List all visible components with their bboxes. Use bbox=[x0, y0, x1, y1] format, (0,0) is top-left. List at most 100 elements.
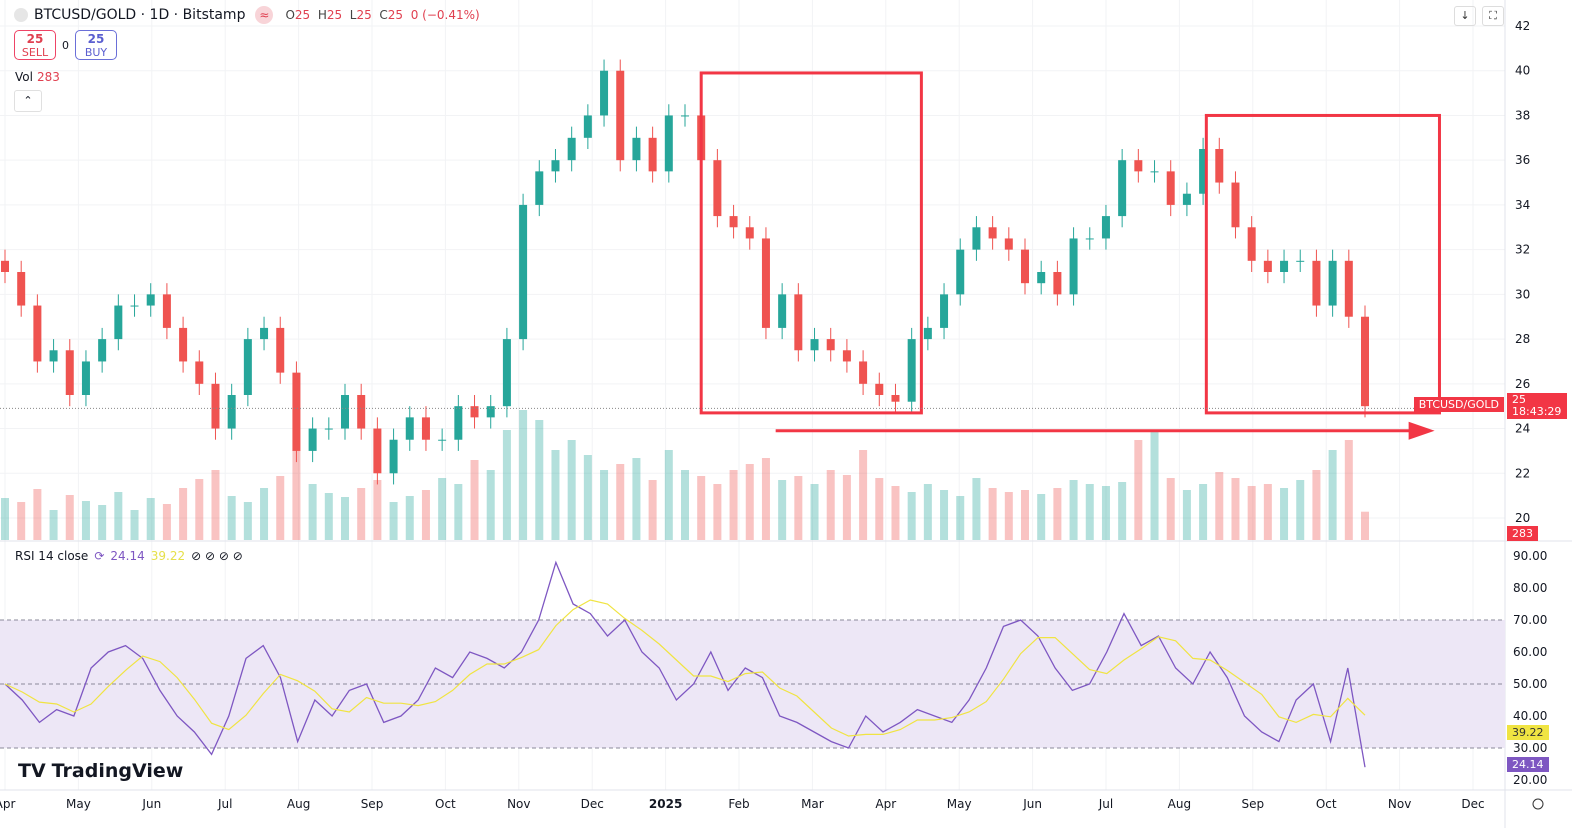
candle bbox=[1215, 149, 1224, 183]
candle bbox=[891, 395, 900, 402]
change-value: 0 (−0.41%) bbox=[410, 8, 480, 22]
candle bbox=[1118, 160, 1127, 217]
rsi-axis-label: 30.00 bbox=[1513, 741, 1547, 755]
maximize-icon[interactable]: ⛶ bbox=[1482, 6, 1504, 26]
candle bbox=[1, 260, 9, 272]
time-axis-label: Sep bbox=[1241, 797, 1264, 811]
volume-bar bbox=[260, 488, 269, 540]
volume-bar bbox=[940, 490, 949, 540]
volume-bar bbox=[341, 497, 349, 540]
last-price-tag: 25 18:43:29 bbox=[1507, 393, 1567, 419]
volume-bar bbox=[179, 488, 188, 540]
candle bbox=[1361, 316, 1369, 407]
time-axis-label: Mar bbox=[801, 797, 824, 811]
candle bbox=[1150, 171, 1159, 173]
rsi-value: 24.14 bbox=[110, 549, 145, 563]
candle bbox=[648, 137, 657, 172]
candle bbox=[729, 216, 738, 228]
candle bbox=[551, 160, 560, 172]
volume-bar bbox=[535, 420, 544, 540]
trade-buttons: 25 SELL 0 25 BUY bbox=[14, 30, 117, 60]
candle bbox=[389, 439, 398, 474]
volume-bar bbox=[826, 470, 835, 540]
volume-bar bbox=[972, 478, 981, 540]
volume-bar bbox=[211, 470, 220, 540]
volume-bar bbox=[98, 505, 107, 540]
tv-logo-icon: 𝗧𝗩 bbox=[18, 760, 46, 782]
candle bbox=[681, 115, 689, 117]
volume-bar bbox=[308, 484, 317, 540]
rsi-settings-icon[interactable]: ⟳ bbox=[94, 549, 105, 563]
time-axis-label: Dec bbox=[581, 797, 604, 811]
collapse-legend-button[interactable]: ⌃ bbox=[14, 90, 42, 112]
candle bbox=[227, 395, 236, 429]
rsi-line bbox=[4, 560, 1366, 768]
market-status-icon[interactable]: ≈ bbox=[255, 6, 274, 24]
time-axis-label: May bbox=[66, 797, 91, 811]
sell-button[interactable]: 25 SELL bbox=[14, 30, 56, 60]
candle bbox=[616, 70, 625, 161]
volume-bar bbox=[567, 440, 576, 540]
volume-bar bbox=[875, 478, 884, 540]
volume-bar bbox=[1247, 486, 1256, 540]
annotation-rect bbox=[699, 71, 923, 415]
volume-bar bbox=[1199, 484, 1208, 540]
candle bbox=[972, 227, 981, 250]
price-axis-label: 26 bbox=[1515, 377, 1530, 391]
candle bbox=[454, 406, 463, 440]
volume-bar bbox=[502, 430, 511, 540]
volume-bar bbox=[1296, 480, 1305, 540]
price-axis-label: 40 bbox=[1515, 64, 1530, 78]
candle bbox=[907, 339, 916, 402]
candle bbox=[438, 439, 447, 441]
candle bbox=[1134, 160, 1143, 172]
volume-bar bbox=[1021, 490, 1029, 540]
candle bbox=[842, 350, 851, 362]
time-axis-label: Jul bbox=[217, 797, 232, 811]
candle bbox=[292, 372, 301, 451]
volume-bar bbox=[130, 510, 139, 540]
volume-bar bbox=[729, 470, 738, 540]
rsi-axis-label: 90.00 bbox=[1513, 549, 1547, 563]
time-axis-label: Jul bbox=[1098, 797, 1113, 811]
candle bbox=[1101, 216, 1110, 239]
candle bbox=[162, 294, 171, 328]
volume-bar bbox=[1101, 486, 1110, 540]
volume-bar bbox=[1118, 482, 1127, 540]
symbol-title[interactable]: BTCUSD/GOLD · 1D · Bitstamp bbox=[34, 7, 246, 23]
candle bbox=[745, 227, 754, 239]
volume-bar bbox=[1150, 430, 1159, 540]
price-axis-label: 30 bbox=[1515, 287, 1530, 301]
candle bbox=[179, 327, 188, 362]
volume-legend: Vol 283 bbox=[15, 70, 60, 84]
rsi-label[interactable]: RSI 14 close bbox=[15, 549, 89, 563]
volume-bar bbox=[648, 480, 657, 540]
time-axis-label: Apr bbox=[0, 797, 15, 811]
volume-bar bbox=[389, 502, 398, 540]
candle bbox=[600, 70, 609, 116]
candle bbox=[778, 294, 787, 328]
candle bbox=[341, 395, 349, 429]
volume-bar bbox=[778, 480, 787, 540]
buy-button[interactable]: 25 BUY bbox=[75, 30, 117, 60]
tradingview-logo[interactable]: 𝗧𝗩 TradingView bbox=[18, 760, 184, 782]
rsi-legend: RSI 14 close ⟳ 24.14 39.22 ⊘ ⊘ ⊘ ⊘ bbox=[15, 549, 243, 563]
price-axis-label: 22 bbox=[1515, 466, 1530, 480]
rsi-ma-value: 39.22 bbox=[150, 549, 186, 563]
volume-bar bbox=[276, 476, 285, 540]
candle bbox=[519, 204, 528, 340]
volume-bar bbox=[1182, 490, 1191, 540]
volume-bar bbox=[33, 489, 42, 540]
volume-bar bbox=[907, 492, 916, 540]
volume-bar bbox=[988, 488, 997, 540]
volume-bar bbox=[1263, 484, 1272, 540]
rsi-tag: 24.14 bbox=[1507, 757, 1549, 772]
candle bbox=[923, 327, 932, 340]
volume-bar bbox=[1, 498, 9, 540]
settings-gear-icon[interactable] bbox=[1532, 798, 1544, 810]
download-icon[interactable]: ↓ bbox=[1454, 6, 1476, 26]
candle bbox=[1069, 238, 1078, 295]
candle bbox=[98, 339, 107, 362]
candle bbox=[470, 406, 479, 418]
